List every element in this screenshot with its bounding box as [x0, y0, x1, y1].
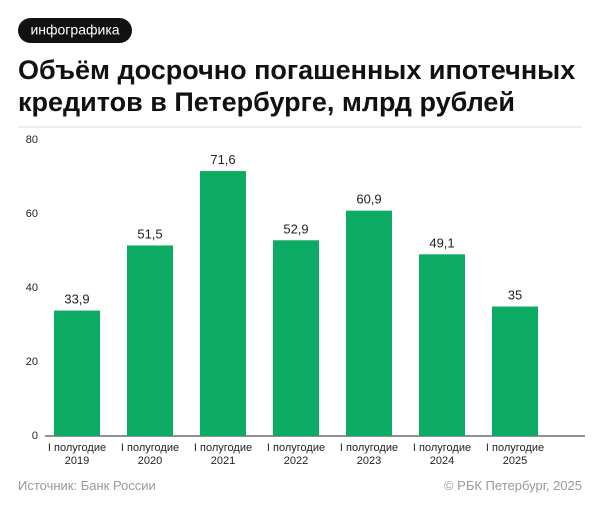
bar — [492, 306, 538, 436]
x-tick-label: 2023 — [357, 455, 381, 467]
badge: инфографика — [30, 22, 119, 38]
value-label: 49,1 — [429, 235, 454, 250]
x-tick-label: 2020 — [138, 455, 162, 467]
bar — [54, 310, 100, 436]
value-label: 71,6 — [210, 152, 235, 167]
x-tick-label: I полугодие — [267, 442, 325, 454]
y-tick-label: 40 — [26, 282, 38, 294]
bar — [127, 245, 173, 436]
x-tick-label: I полугодие — [340, 442, 398, 454]
value-label: 33,9 — [64, 292, 89, 307]
y-tick-label: 80 — [26, 134, 38, 146]
x-tick-label: 2019 — [65, 455, 89, 467]
y-tick-label: 20 — [26, 356, 38, 368]
y-tick-label: 60 — [26, 208, 38, 220]
value-label: 60,9 — [356, 192, 381, 207]
value-label: 35 — [508, 288, 522, 303]
bar — [273, 240, 319, 436]
chart-title: Объём досрочно погашенных ипотечных — [18, 55, 575, 85]
x-tick-label: 2025 — [503, 455, 527, 467]
bar — [346, 210, 392, 436]
value-label: 51,5 — [137, 226, 162, 241]
x-tick-label: I полугодие — [48, 442, 106, 454]
x-tick-label: 2021 — [211, 455, 235, 467]
badge-bg — [18, 18, 132, 43]
bar — [200, 171, 246, 436]
x-tick-label: 2024 — [430, 455, 454, 467]
x-tick-label: 2022 — [284, 455, 308, 467]
value-label: 52,9 — [283, 221, 308, 236]
x-tick-label: I полугодие — [194, 442, 252, 454]
x-tick-label: I полугодие — [486, 442, 544, 454]
x-tick-label: I полугодие — [413, 442, 471, 454]
copyright: © РБК Петербург, 2025 — [444, 478, 582, 493]
x-tick-label: I полугодие — [121, 442, 179, 454]
source: Источник: Банк России — [18, 478, 156, 493]
bar — [419, 254, 465, 436]
y-tick-label: 0 — [32, 430, 38, 442]
chart-title: кредитов в Петербурге, млрд рублей — [18, 87, 515, 117]
